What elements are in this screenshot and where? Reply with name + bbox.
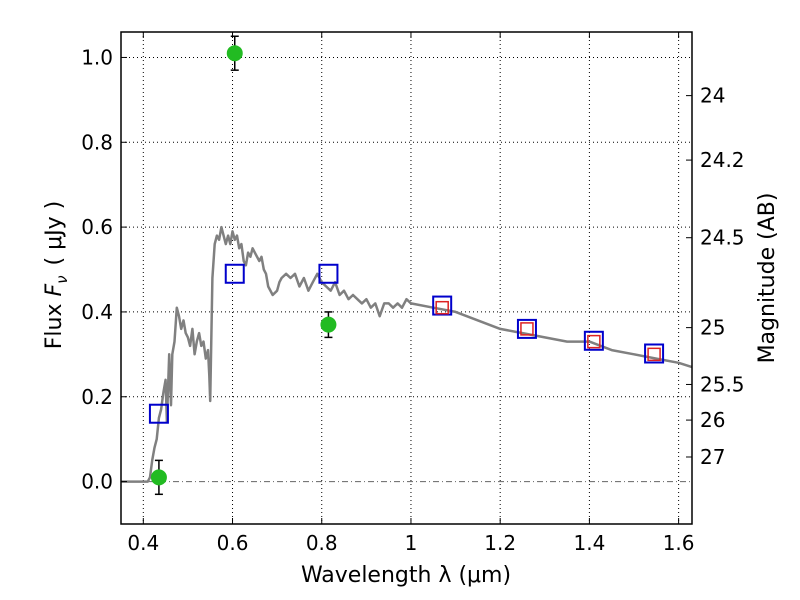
x-tick-label: 1.4 [573,531,605,555]
y2-axis-title: Magnitude (AB) [755,193,780,364]
y2-tick-label: 25.5 [700,372,745,396]
y2-tick-label: 27 [700,445,725,469]
model-photometry-point [148,403,169,424]
y-tick-label: 1.0 [81,45,113,69]
x-tick-label: 0.4 [127,531,159,555]
spectrum-line [121,225,693,483]
model-photometry-point [432,295,453,316]
marker-series [148,35,665,496]
y-axis-title-unit: ( μJy ) [42,201,67,266]
green-marker [320,316,337,333]
y-tick-labels: 0.0 0.2 0.4 0.6 0.8 1.0 [81,45,113,493]
grid-lines [121,32,692,524]
observed-red-point [435,300,449,315]
observed-red-point [587,334,601,349]
y-axis-title-subscript: ν [53,275,71,283]
observed-green-point [150,459,167,496]
observed-green-point [320,311,337,339]
y2-tick-label: 24.2 [700,148,745,172]
y2-tick-label: 26 [700,408,725,432]
y-axis-title-symbol: F [42,283,67,296]
model-photometry-point [224,263,245,284]
y-tick-label: 0.4 [81,300,113,324]
x-tick-label: 1.2 [484,531,516,555]
x-tick-label: 0.8 [306,531,338,555]
observed-green-point [226,35,243,71]
observed-red-point [647,347,661,362]
y2-tick-label: 25 [700,316,725,340]
y2-tick-labels: 24 24.2 24.5 25 25.5 26 27 [700,84,745,469]
model-photometry-point [318,263,339,284]
y-tick-label: 0.6 [81,215,113,239]
observed-red-point [520,322,534,336]
axis-ticks [121,32,692,524]
model-photometry-point [583,330,604,351]
y2-tick-label: 24.5 [700,226,745,250]
x-axis-title: Wavelength λ (μm) [301,563,511,588]
y2-tick-label: 24 [700,84,725,108]
model-photometry-point [644,343,665,364]
x-tick-label: 1 [405,531,418,555]
green-marker [226,45,243,62]
model-photometry-point [516,318,537,339]
y-tick-label: 0.2 [81,385,113,409]
x-tick-labels: 0.4 0.6 0.8 1 1.2 1.4 1.6 [127,531,694,555]
y-tick-label: 0.0 [81,470,113,494]
x-tick-label: 1.6 [663,531,695,555]
plot-frame [120,31,693,525]
y-axis-title-prefix: Flux [42,296,67,349]
y-axis-title: Flux Fν ( μJy ) [42,201,71,349]
green-marker [150,469,167,486]
spectrum-series [121,225,693,483]
x-tick-label: 0.6 [217,531,249,555]
y-tick-label: 0.8 [81,130,113,154]
